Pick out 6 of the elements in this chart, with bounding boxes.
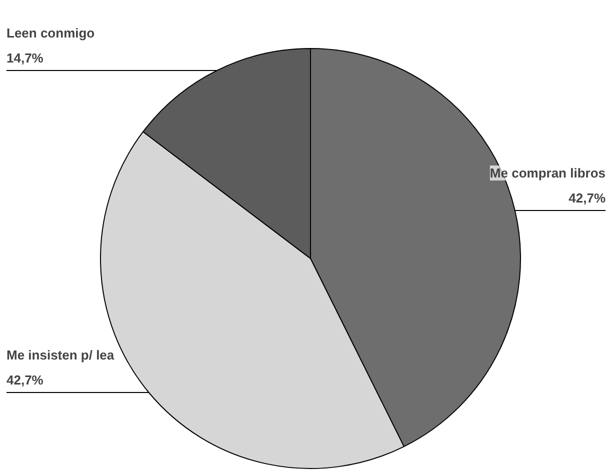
data-label: 42,7% xyxy=(568,190,606,206)
slice-label: Me compran libros xyxy=(490,165,606,180)
data-label: 42,7% xyxy=(6,372,44,388)
slice-label: Me insisten p/ lea xyxy=(6,348,115,362)
slice-label: Leen conmigo xyxy=(6,25,95,40)
data-label: 14,7% xyxy=(6,50,44,66)
